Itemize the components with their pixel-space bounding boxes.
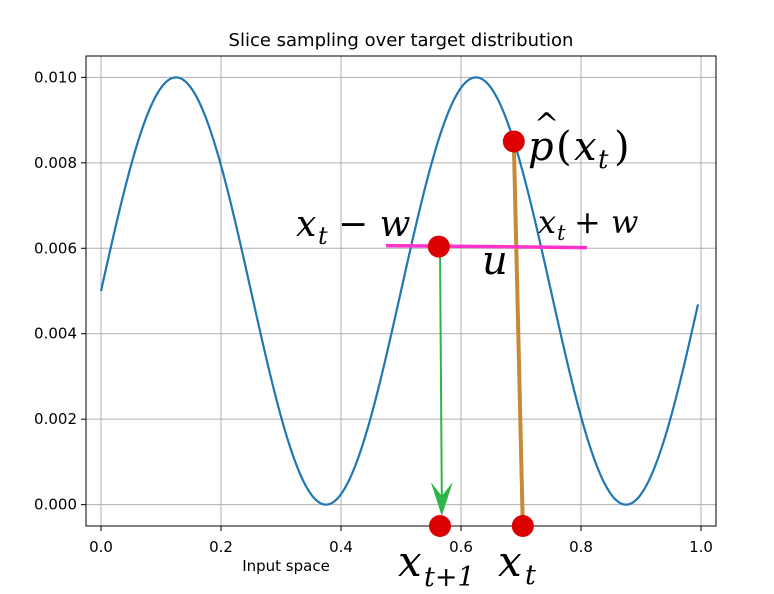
right-bound-label: x t + w: [538, 203, 638, 245]
grid: [86, 56, 716, 526]
x-tick-label: 1.0: [689, 538, 713, 556]
x-tick-label: 0.0: [89, 538, 113, 556]
svg-text:x: x: [538, 203, 556, 241]
ticks-layer: 0.0 0.2 0.4 0.6 0.8 1.0 0.000 0.002 0.004 0.006 0.…: [34, 68, 713, 556]
curve-layer: [99, 76, 700, 506]
sample-point: [429, 515, 451, 537]
x-tick-label: 0.4: [329, 538, 353, 556]
y-tick-label: 0.006: [34, 239, 77, 257]
x-axis-label: Input space: [242, 557, 330, 575]
svg-text:t: t: [598, 145, 609, 175]
svg-text:t: t: [318, 222, 328, 250]
svg-text:x: x: [398, 537, 422, 586]
svg-text:t: t: [525, 560, 536, 591]
arrow-head: [430, 482, 453, 516]
svg-text:): ): [614, 124, 630, 170]
x-t-label: x t: [498, 537, 536, 591]
sample-point: [511, 515, 534, 537]
left-bound-label: x t − w: [296, 204, 411, 250]
y-tick-label: 0.004: [34, 325, 77, 343]
slice-line: [385, 243, 588, 250]
chart-title: Slice sampling over target distribution: [229, 30, 574, 51]
svg-text:x: x: [498, 537, 522, 586]
arrow-shaft: [439, 246, 443, 497]
p-hat-label: p ^ ( x t ): [528, 107, 630, 175]
x-tick-label: 0.2: [209, 538, 233, 556]
y-tick-label: 0.008: [34, 154, 77, 172]
overlay-layer: [385, 141, 588, 527]
svg-text:(: (: [556, 124, 572, 170]
y-tick-label: 0.000: [34, 496, 77, 514]
vertical-line: [511, 141, 525, 527]
density-curve: [99, 76, 700, 506]
svg-text:t+1: t+1: [424, 562, 475, 593]
x-next-label: x t+1: [398, 537, 475, 593]
x-tick-label: 0.8: [569, 538, 593, 556]
u-label: u: [482, 238, 508, 284]
sample-point: [427, 235, 450, 258]
points-layer: [427, 130, 534, 537]
svg-text:− w: − w: [338, 204, 411, 245]
svg-text:p: p: [528, 124, 554, 170]
y-tick-label: 0.002: [34, 410, 77, 428]
y-tick-label: 0.010: [34, 68, 77, 86]
plot-frame: [85, 55, 717, 527]
svg-text:t: t: [557, 221, 566, 245]
sample-point: [502, 130, 525, 153]
x-tick-label: 0.6: [449, 538, 473, 556]
svg-text:x: x: [574, 124, 597, 170]
svg-text:^: ^: [534, 107, 559, 142]
svg-text:+ w: + w: [574, 203, 638, 241]
svg-text:x: x: [296, 204, 316, 245]
